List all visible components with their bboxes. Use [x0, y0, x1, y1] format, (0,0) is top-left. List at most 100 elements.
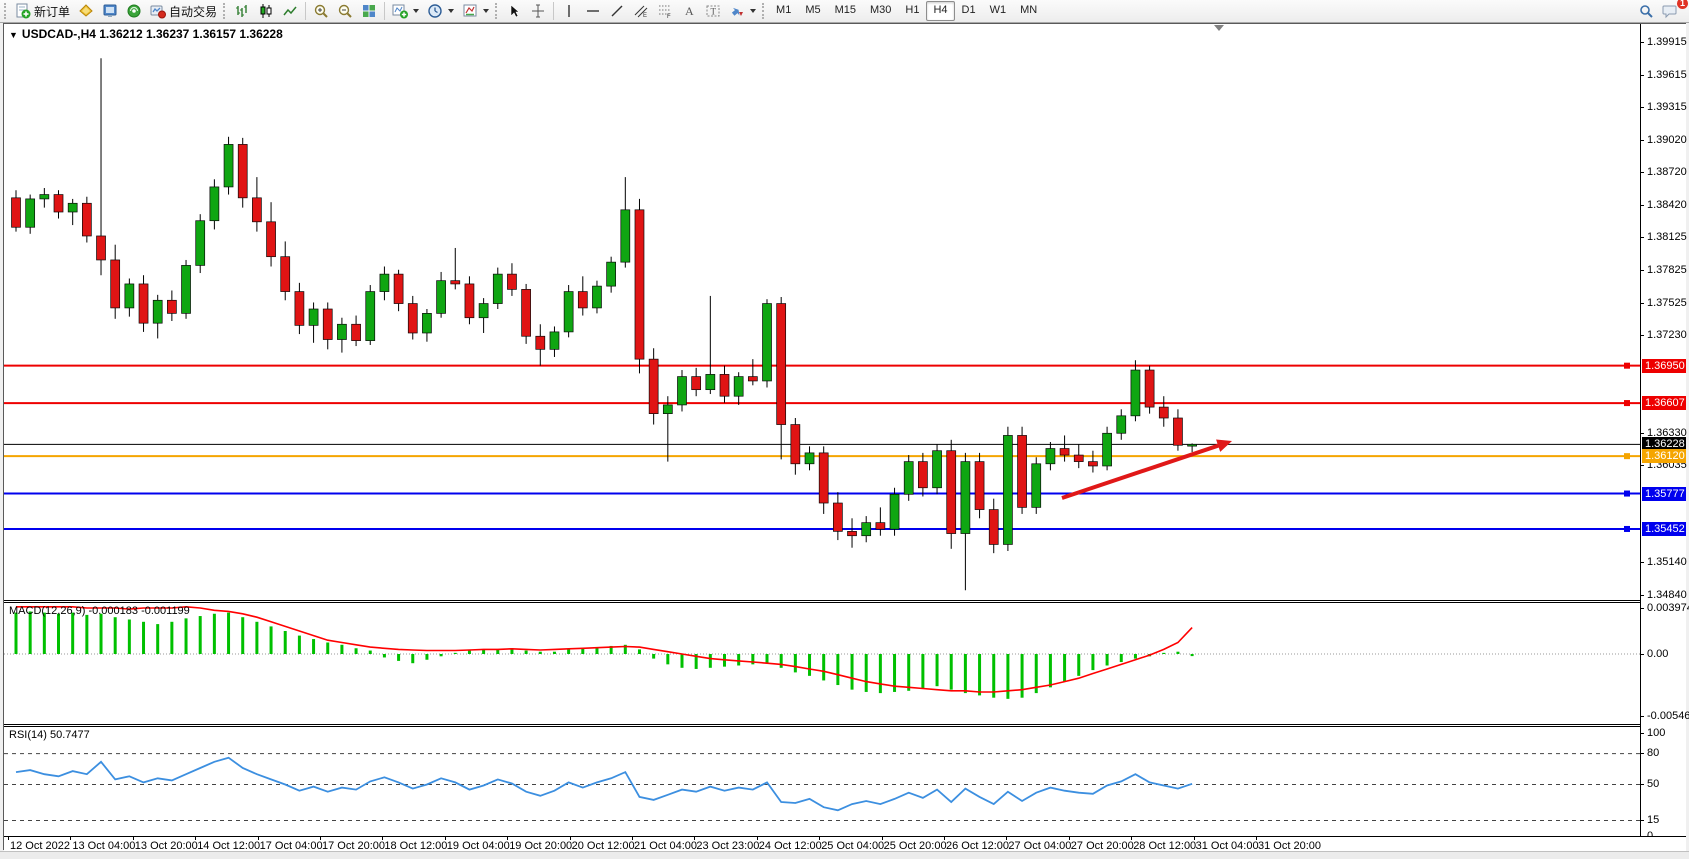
- toolbar-grip[interactable]: [4, 3, 7, 19]
- time-axis[interactable]: 12 Oct 2022 13 Oct 04:00 13 Oct 20:00 14 Oc…: [4, 836, 1686, 852]
- price-line-label: 1.35777: [1642, 486, 1686, 501]
- candle-body: [521, 289, 531, 337]
- timeframe-w1-button[interactable]: W1: [989, 4, 1007, 16]
- price-axis-tick: 1.35140: [1647, 556, 1687, 569]
- candle-body: [181, 265, 191, 314]
- periods-button[interactable]: [423, 1, 458, 22]
- svg-text:F: F: [667, 14, 671, 19]
- time-axis-label: 13 Oct 04:00: [72, 840, 136, 852]
- macd-pane[interactable]: [4, 603, 1640, 724]
- new-order-icon: [16, 3, 31, 19]
- candle-body: [946, 450, 957, 534]
- search-button[interactable]: [1634, 1, 1658, 22]
- candle-body: [1017, 435, 1027, 508]
- metaeditor-button[interactable]: [74, 1, 98, 22]
- timeframe-m5-button[interactable]: M5: [805, 4, 821, 16]
- signals-button[interactable]: [122, 1, 146, 22]
- candle-body: [195, 220, 206, 266]
- chart-window[interactable]: 1.39915 1.39615 1.39315 1.39020 1.38720 1.384…: [3, 23, 1689, 852]
- candle-body: [25, 198, 36, 228]
- indicators-button[interactable]: [388, 1, 423, 22]
- svg-text:A: A: [685, 4, 694, 18]
- rsi-pane[interactable]: [4, 727, 1640, 836]
- fibonacci-icon: F: [659, 5, 671, 19]
- price-axis-tick: 1.37825: [1647, 263, 1687, 276]
- candle-body: [1031, 463, 1042, 508]
- price-axis-tick: 1.39615: [1647, 68, 1687, 81]
- price-tick-mark: [1640, 432, 1644, 434]
- vertical-line-button[interactable]: [557, 1, 581, 22]
- candle-body: [167, 299, 177, 314]
- community-button[interactable]: [98, 1, 122, 22]
- pane-separator[interactable]: [4, 724, 1686, 725]
- text-label-button[interactable]: T: [701, 1, 725, 22]
- fibonacci-button[interactable]: F: [653, 1, 677, 22]
- pane-separator[interactable]: [4, 726, 1686, 727]
- timeframe-m1-button[interactable]: M1: [776, 4, 792, 16]
- toolbar-grip[interactable]: [762, 3, 765, 19]
- arrows-button[interactable]: [725, 1, 760, 22]
- timeframe-h1-button[interactable]: H1: [905, 4, 920, 16]
- time-tick-mark: [195, 837, 197, 840]
- candle-body: [847, 531, 857, 537]
- candle-body: [535, 335, 546, 350]
- candle-body: [337, 323, 347, 340]
- candle-body: [266, 221, 276, 258]
- candle-body: [606, 261, 616, 287]
- toolbar-grip[interactable]: [495, 3, 498, 19]
- price-axis[interactable]: [1640, 24, 1686, 836]
- time-axis-label: 12 Oct 2022: [10, 840, 70, 852]
- collapse-triangle-icon[interactable]: ▼: [9, 30, 18, 40]
- chart-shift-marker-icon[interactable]: [1214, 25, 1224, 31]
- zoom-out-button[interactable]: [333, 1, 357, 22]
- horizontal-line-button[interactable]: [581, 1, 605, 22]
- bar-chart-button[interactable]: [230, 1, 254, 22]
- candle-body: [1102, 432, 1112, 467]
- candle-body: [549, 331, 560, 350]
- toolbar-grip[interactable]: [223, 3, 226, 19]
- candlestick-chart-button[interactable]: [254, 1, 278, 22]
- candle-body: [436, 280, 446, 314]
- notifications-button[interactable]: 1: [1658, 0, 1688, 22]
- templates-button[interactable]: [458, 1, 493, 22]
- price-line-label: 1.36120: [1642, 449, 1686, 464]
- pane-separator[interactable]: [4, 600, 1686, 601]
- candle-body: [790, 424, 801, 465]
- timeframe-mn-button[interactable]: MN: [1020, 4, 1038, 16]
- timeframe-h4-button[interactable]: H4: [926, 1, 955, 21]
- price-tick-mark: [1640, 237, 1644, 239]
- time-tick-mark: [444, 837, 446, 840]
- candle-body: [1130, 369, 1141, 417]
- candle-body: [1045, 448, 1056, 465]
- macd-tick-mark: [1640, 716, 1644, 718]
- candle-body: [833, 502, 843, 532]
- vertical-line-icon: [568, 5, 570, 17]
- candle-body: [733, 376, 744, 397]
- status-bar: [0, 851, 1689, 859]
- time-tick-mark: [819, 837, 821, 840]
- timeframe-m15-button[interactable]: M15: [834, 4, 856, 16]
- candle-body: [322, 308, 333, 340]
- trendline-button[interactable]: [605, 1, 629, 22]
- time-tick-mark: [70, 837, 72, 840]
- timeframe-m30-button[interactable]: M30: [870, 4, 892, 16]
- cursor-button[interactable]: [502, 1, 526, 22]
- price-line-label: 1.36228: [1642, 437, 1686, 452]
- price-axis-tick: 1.36330: [1647, 426, 1687, 439]
- zoom-in-button[interactable]: [309, 1, 333, 22]
- pane-separator[interactable]: [4, 602, 1686, 603]
- bar-chart-icon: [236, 5, 247, 17]
- trendline-icon: [611, 5, 623, 17]
- new-order-button[interactable]: 新订单: [11, 1, 74, 22]
- time-axis-label: 25 Oct 20:00: [883, 840, 947, 852]
- timeframe-d1-button[interactable]: D1: [961, 4, 976, 16]
- toolbar-separator: [305, 2, 307, 20]
- line-chart-button[interactable]: [278, 1, 302, 22]
- text-button[interactable]: A: [677, 1, 701, 22]
- crosshair-button[interactable]: [526, 1, 550, 22]
- main-price-pane[interactable]: [4, 24, 1640, 600]
- equidistant-channel-button[interactable]: E: [629, 1, 653, 22]
- tile-windows-button[interactable]: [357, 1, 381, 22]
- rsi-tick-mark: [1640, 820, 1644, 822]
- autotrading-button[interactable]: 自动交易: [146, 1, 221, 22]
